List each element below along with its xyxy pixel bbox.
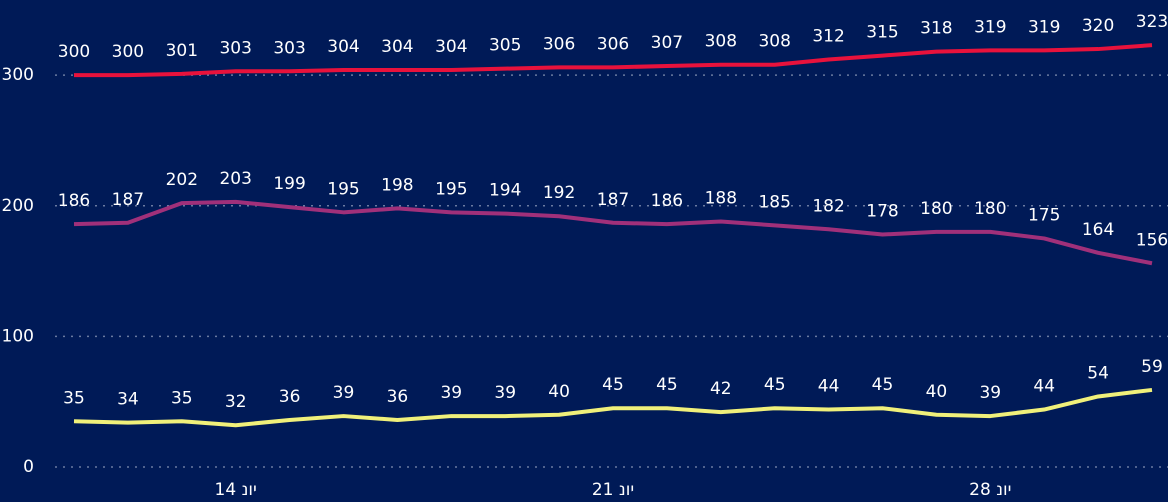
data-label: 303: [219, 38, 251, 58]
y-tick-label: 300: [2, 65, 34, 85]
data-label: 202: [166, 170, 198, 190]
data-label: 187: [597, 190, 629, 210]
data-label: 36: [279, 387, 301, 407]
data-label: 34: [117, 390, 139, 410]
data-label: 32: [225, 392, 247, 412]
data-label: 306: [543, 34, 575, 54]
data-label: 45: [656, 375, 678, 395]
data-label: 54: [1087, 363, 1109, 383]
data-label: 175: [1028, 205, 1060, 225]
data-label: 164: [1082, 220, 1114, 240]
data-label: 300: [58, 42, 90, 62]
data-label: 323: [1136, 12, 1168, 32]
data-label: 320: [1082, 16, 1114, 36]
data-label: 194: [489, 181, 521, 201]
series-line: [74, 43, 1153, 78]
data-label: 39: [979, 383, 1001, 403]
data-label: 44: [818, 377, 840, 397]
data-label: 192: [543, 183, 575, 203]
data-label: 42: [710, 379, 732, 399]
x-tick-label: 14 יונ: [215, 480, 257, 500]
data-label: 195: [327, 179, 359, 199]
data-label: 319: [974, 17, 1006, 37]
data-label: 301: [166, 41, 198, 61]
data-label: 307: [651, 33, 683, 53]
data-label: 187: [112, 190, 144, 210]
data-label: 199: [273, 174, 305, 194]
y-tick-label: 200: [2, 196, 34, 216]
x-tick-label: 21 יונ: [592, 480, 634, 500]
data-label: 180: [974, 199, 1006, 219]
data-label: 305: [489, 36, 521, 56]
data-label: 195: [435, 179, 467, 199]
series-line: [73, 199, 1153, 266]
data-label: 198: [381, 175, 413, 195]
data-label: 304: [435, 37, 467, 57]
data-label: 188: [705, 188, 737, 208]
data-label: 39: [333, 383, 355, 403]
x-tick-label: 28 יונ: [969, 480, 1011, 500]
y-tick-label: 100: [2, 326, 34, 346]
data-label: 319: [1028, 17, 1060, 37]
data-label: 45: [872, 375, 894, 395]
data-label: 306: [597, 34, 629, 54]
data-label: 180: [920, 199, 952, 219]
data-label: 186: [58, 191, 90, 211]
data-label: 44: [1033, 377, 1055, 397]
data-label: 156: [1136, 230, 1168, 250]
data-label: 40: [926, 382, 948, 402]
data-label: 59: [1141, 357, 1163, 377]
data-label: 36: [387, 387, 409, 407]
data-label: 35: [63, 388, 85, 408]
data-label: 182: [812, 196, 844, 216]
data-label: 304: [381, 37, 413, 57]
data-label: 300: [112, 42, 144, 62]
data-label: 39: [440, 383, 462, 403]
data-label: 178: [866, 202, 898, 222]
data-label: 186: [651, 191, 683, 211]
data-label: 318: [920, 19, 952, 39]
data-label: 39: [494, 383, 516, 403]
data-label: 308: [758, 32, 790, 52]
data-label: 308: [705, 32, 737, 52]
data-label: 40: [548, 382, 570, 402]
data-label: 304: [327, 37, 359, 57]
data-label: 315: [866, 23, 898, 43]
series-line: [73, 387, 1153, 428]
data-label: 303: [273, 38, 305, 58]
data-label: 203: [219, 169, 251, 189]
data-label: 185: [758, 192, 790, 212]
data-label: 35: [171, 388, 193, 408]
data-label: 45: [602, 375, 624, 395]
y-tick-label: 0: [23, 457, 34, 477]
data-label: 45: [764, 375, 786, 395]
data-label: 312: [812, 27, 844, 47]
